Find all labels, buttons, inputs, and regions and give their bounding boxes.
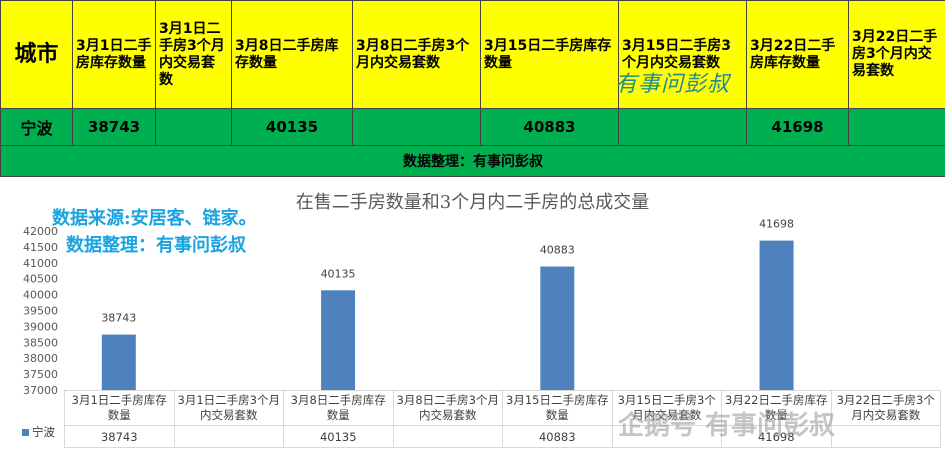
table-value-cell: 41698 [721, 425, 832, 448]
y-tick-label: 38000 [23, 352, 58, 365]
header-cell: 3月22日二手房3个月内交易套数 [848, 0, 945, 109]
value-cell [618, 108, 747, 146]
note-cell: 数据整理：有事问彭叔 [0, 145, 945, 177]
header-cell: 3月8日二手房库存数量 [231, 0, 353, 109]
table-value-cell [392, 425, 503, 448]
data-label: 40135 [321, 267, 356, 280]
bar [540, 266, 575, 390]
data-label: 41698 [759, 218, 794, 231]
category-cell: 3月15日二手房3个月内交易套数 [611, 390, 722, 426]
y-tick-label: 41000 [23, 257, 58, 270]
y-tick-label: 39500 [23, 305, 58, 318]
category-cell: 3月15日二手房库存数量 [502, 390, 613, 426]
y-tick-label: 40000 [23, 289, 58, 302]
value-cell: 38743 [72, 108, 156, 146]
category-cell: 3月8日二手房库存数量 [283, 390, 394, 426]
city-header: 城市 [0, 0, 73, 109]
source-line: 数据来源:安居客、链家。 [52, 208, 257, 229]
category-cell: 3月1日二手房3个月内交易套数 [173, 390, 284, 426]
header-cell: 3月8日二手房3个月内交易套数 [352, 0, 481, 109]
value-cell: 41698 [746, 108, 849, 146]
bar [321, 290, 356, 390]
chart-title: 在售二手房数量和3个月内二手房的总成交量 [295, 192, 650, 213]
legend-swatch [22, 429, 29, 436]
header-row: 城市 3月1日二手房库存数量 3月1日二手房3个月内交易套数 3月8日二手房库存… [0, 0, 945, 109]
data-sheet-table: 城市 3月1日二手房库存数量 3月1日二手房3个月内交易套数 3月8日二手房库存… [0, 0, 945, 177]
value-cell [155, 108, 232, 146]
y-tick-label: 38500 [23, 336, 58, 349]
bar [759, 240, 794, 390]
category-cell: 3月22日二手房库存数量 [721, 390, 832, 426]
table-value-cell: 40135 [283, 425, 394, 448]
values-row: 38743 40135 40883 41698 [64, 425, 941, 448]
data-label: 38743 [101, 312, 136, 325]
category-cell: 3月8日二手房3个月内交易套数 [392, 390, 503, 426]
header-cell: 3月22日二手房库存数量 [746, 0, 849, 109]
watermark-bottom: 企鹅号 有事问彭叔 [618, 411, 836, 441]
value-cell [848, 108, 945, 146]
value-cell [352, 108, 481, 146]
category-cell: 3月22日二手房3个月内交易套数 [830, 390, 941, 426]
y-tick-label: 40500 [23, 273, 58, 286]
header-cell: 3月15日二手房库存数量 [480, 0, 619, 109]
watermark-top: 有事问彭叔 [615, 72, 731, 97]
organizer-line: 数据整理：有事问彭叔 [66, 235, 246, 256]
table-value-cell: 40883 [502, 425, 613, 448]
bar [101, 334, 136, 390]
y-tick-label: 39000 [23, 320, 58, 333]
table-value-cell: 38743 [64, 425, 175, 448]
y-tick-label: 41500 [23, 241, 58, 254]
legend-label: 宁波 [32, 425, 55, 439]
value-cell: 40135 [231, 108, 353, 146]
legend: 宁波 [22, 424, 55, 440]
y-tick-label: 37000 [23, 384, 58, 397]
y-tick-label: 42000 [23, 225, 58, 238]
table-value-cell [830, 425, 941, 448]
category-row: 3月1日二手房库存数量 3月1日二手房3个月内交易套数 3月8日二手房库存数量 3月8… [64, 390, 941, 426]
header-cell: 3月15日二手房3个月内交易套数 [618, 0, 747, 109]
data-label: 40883 [540, 244, 575, 257]
category-cell: 3月1日二手房库存数量 [64, 390, 175, 426]
header-cell: 3月1日二手房3个月内交易套数 [155, 0, 232, 109]
note-row: 数据整理：有事问彭叔 [0, 145, 945, 177]
value-cell: 40883 [480, 108, 619, 146]
y-tick-label: 37500 [23, 368, 58, 381]
table-value-cell [173, 425, 284, 448]
chart-data-table: 3月1日二手房库存数量 3月1日二手房3个月内交易套数 3月8日二手房库存数量 3月8… [64, 390, 941, 448]
city-row: 宁波 38743 40135 40883 41698 [0, 108, 945, 146]
